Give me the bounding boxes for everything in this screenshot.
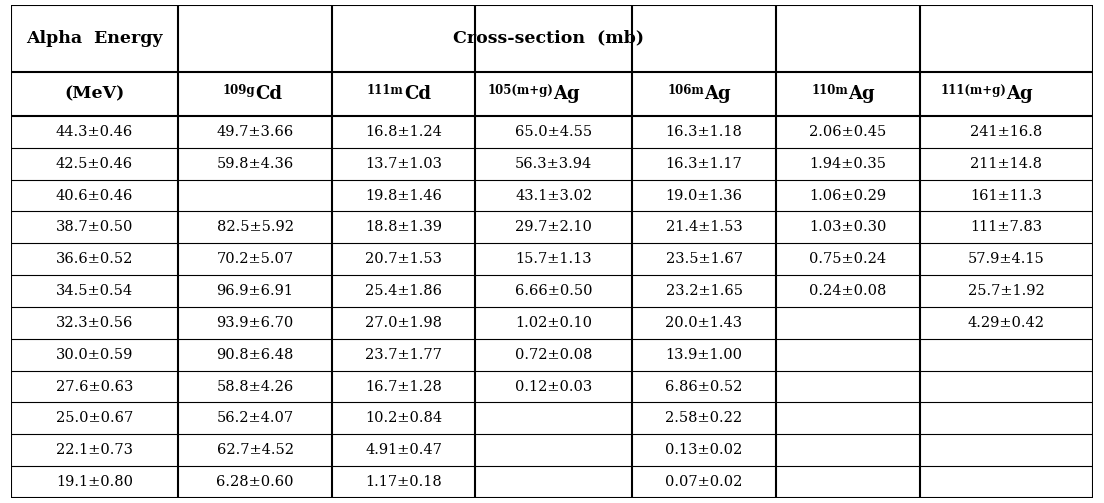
Text: 44.3±0.46: 44.3±0.46	[55, 125, 132, 139]
Text: 90.8±6.48: 90.8±6.48	[216, 348, 294, 362]
Text: Ag: Ag	[553, 85, 581, 103]
Text: 4.29±0.42: 4.29±0.42	[968, 316, 1044, 330]
Text: 4.91±0.47: 4.91±0.47	[365, 443, 443, 457]
Text: 16.3±1.17: 16.3±1.17	[666, 157, 742, 171]
Text: 36.6±0.52: 36.6±0.52	[55, 252, 134, 266]
Text: 19.1±0.80: 19.1±0.80	[56, 475, 132, 489]
Text: 1.02±0.10: 1.02±0.10	[516, 316, 592, 330]
Text: 111±7.83: 111±7.83	[970, 220, 1042, 234]
Text: 16.3±1.18: 16.3±1.18	[666, 125, 743, 139]
Text: 6.28±0.60: 6.28±0.60	[216, 475, 294, 489]
Text: 1.03±0.30: 1.03±0.30	[809, 220, 887, 234]
Text: 0.75±0.24: 0.75±0.24	[809, 252, 887, 266]
Text: 29.7±2.10: 29.7±2.10	[516, 220, 592, 234]
Text: 25.0±0.67: 25.0±0.67	[55, 411, 132, 426]
Text: 13.9±1.00: 13.9±1.00	[666, 348, 743, 362]
Text: 58.8±4.26: 58.8±4.26	[216, 380, 294, 393]
Text: Alpha  Energy: Alpha Energy	[26, 30, 162, 47]
Text: 38.7±0.50: 38.7±0.50	[55, 220, 134, 234]
Text: 0.07±0.02: 0.07±0.02	[666, 475, 743, 489]
Text: Cd: Cd	[255, 85, 282, 103]
Text: 211±14.8: 211±14.8	[970, 157, 1042, 171]
Text: 18.8±1.39: 18.8±1.39	[365, 220, 443, 234]
Text: (MeV): (MeV)	[64, 86, 125, 102]
Text: 57.9±4.15: 57.9±4.15	[968, 252, 1044, 266]
Text: 27.6±0.63: 27.6±0.63	[55, 380, 134, 393]
Text: Ag: Ag	[704, 85, 731, 103]
Text: 106m: 106m	[667, 84, 704, 97]
Text: 2.58±0.22: 2.58±0.22	[666, 411, 743, 426]
Text: 43.1±3.02: 43.1±3.02	[516, 189, 592, 203]
Text: 70.2±5.07: 70.2±5.07	[216, 252, 294, 266]
Text: 109g: 109g	[222, 84, 255, 97]
Text: 40.6±0.46: 40.6±0.46	[55, 189, 134, 203]
Text: 21.4±1.53: 21.4±1.53	[666, 220, 742, 234]
Text: 161±11.3: 161±11.3	[970, 189, 1042, 203]
Text: 56.2±4.07: 56.2±4.07	[216, 411, 294, 426]
Text: 49.7±3.66: 49.7±3.66	[216, 125, 294, 139]
Text: 96.9±6.91: 96.9±6.91	[216, 284, 294, 298]
Text: 19.8±1.46: 19.8±1.46	[365, 189, 443, 203]
Text: Ag: Ag	[1007, 85, 1033, 103]
Text: 2.06±0.45: 2.06±0.45	[809, 125, 887, 139]
Text: 82.5±5.92: 82.5±5.92	[216, 220, 294, 234]
Text: 27.0±1.98: 27.0±1.98	[365, 316, 443, 330]
Text: 6.66±0.50: 6.66±0.50	[514, 284, 593, 298]
Text: 30.0±0.59: 30.0±0.59	[55, 348, 134, 362]
Text: 25.4±1.86: 25.4±1.86	[365, 284, 443, 298]
Text: Cd: Cd	[404, 85, 431, 103]
Text: 65.0±4.55: 65.0±4.55	[516, 125, 592, 139]
Text: 0.12±0.03: 0.12±0.03	[514, 380, 592, 393]
Text: 23.7±1.77: 23.7±1.77	[365, 348, 443, 362]
Text: 62.7±4.52: 62.7±4.52	[216, 443, 294, 457]
Text: 1.94±0.35: 1.94±0.35	[809, 157, 887, 171]
Text: 59.8±4.36: 59.8±4.36	[216, 157, 294, 171]
Text: 1.06±0.29: 1.06±0.29	[809, 189, 887, 203]
Text: 1.17±0.18: 1.17±0.18	[365, 475, 442, 489]
Text: 25.7±1.92: 25.7±1.92	[968, 284, 1044, 298]
Text: 34.5±0.54: 34.5±0.54	[56, 284, 132, 298]
Text: 42.5±0.46: 42.5±0.46	[56, 157, 132, 171]
Text: 241±16.8: 241±16.8	[970, 125, 1042, 139]
Text: 22.1±0.73: 22.1±0.73	[56, 443, 132, 457]
Text: 15.7±1.13: 15.7±1.13	[516, 252, 592, 266]
Text: 20.0±1.43: 20.0±1.43	[666, 316, 743, 330]
Text: 93.9±6.70: 93.9±6.70	[216, 316, 294, 330]
Text: 111m: 111m	[367, 84, 404, 97]
Text: 23.2±1.65: 23.2±1.65	[666, 284, 743, 298]
Text: 111(m+g): 111(m+g)	[941, 84, 1007, 97]
Text: 23.5±1.67: 23.5±1.67	[666, 252, 743, 266]
Text: Cross-section  (mb): Cross-section (mb)	[454, 30, 645, 47]
Text: 0.13±0.02: 0.13±0.02	[666, 443, 743, 457]
Text: 13.7±1.03: 13.7±1.03	[365, 157, 443, 171]
Text: 10.2±0.84: 10.2±0.84	[365, 411, 443, 426]
Text: 16.8±1.24: 16.8±1.24	[365, 125, 443, 139]
Text: Ag: Ag	[848, 85, 874, 103]
Text: 19.0±1.36: 19.0±1.36	[666, 189, 743, 203]
Text: 105(m+g): 105(m+g)	[488, 84, 553, 97]
Text: 6.86±0.52: 6.86±0.52	[666, 380, 743, 393]
Text: 56.3±3.94: 56.3±3.94	[514, 157, 592, 171]
Text: 16.7±1.28: 16.7±1.28	[365, 380, 443, 393]
Text: 20.7±1.53: 20.7±1.53	[365, 252, 443, 266]
Text: 110m: 110m	[811, 84, 848, 97]
Text: 0.24±0.08: 0.24±0.08	[809, 284, 887, 298]
Text: 0.72±0.08: 0.72±0.08	[514, 348, 593, 362]
Text: 32.3±0.56: 32.3±0.56	[55, 316, 134, 330]
